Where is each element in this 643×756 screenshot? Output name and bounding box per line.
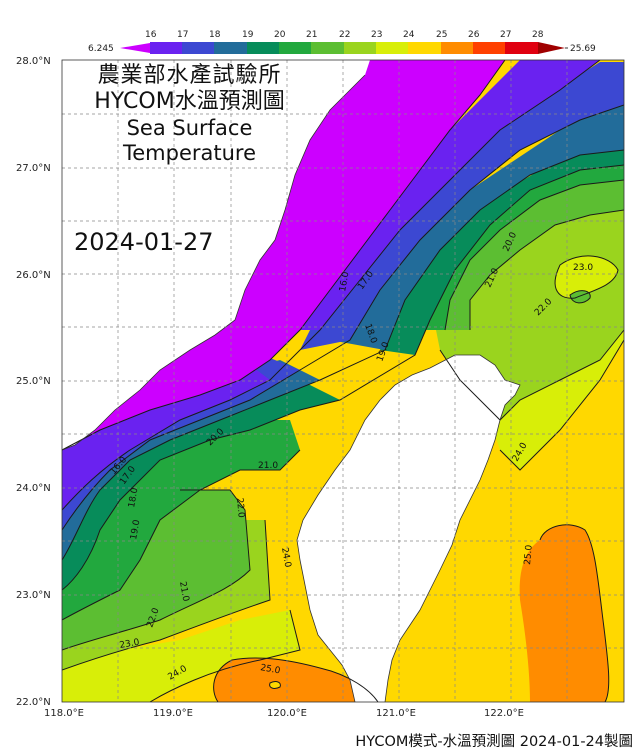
colorbar-tick: 18 [209, 30, 221, 40]
x-tick-label: 120.0°E [267, 708, 307, 719]
y-tick-label: 28.0°N [16, 56, 51, 67]
contour-label: 18.0 [127, 487, 140, 509]
contour-label: 25.0 [259, 663, 281, 676]
contour-label: 25.0 [523, 544, 535, 565]
y-tick-label: 25.0°N [16, 376, 51, 387]
china-coast-land [62, 60, 370, 450]
contour-label: 16.0 [338, 271, 351, 293]
y-tick-label: 22.0°N [16, 697, 51, 708]
colorbar-tick: 16 [145, 30, 157, 40]
graticule [62, 60, 624, 702]
x-tick-label: 119.0°E [153, 708, 193, 719]
colorbar-tick: 28 [532, 30, 544, 40]
colorbar-below-arrow [120, 43, 150, 53]
y-tick-label: 27.0°N [16, 163, 51, 174]
contour-label: 24.0 [279, 547, 292, 569]
footer-caption: HYCOM模式-水溫預測圖 2024-01-24製圖 [355, 734, 633, 750]
y-tick-label: 26.0°N [16, 270, 51, 281]
sst-field: 16.0 17.0 18.0 19.0 20.0 21.0 22.0 23.0 … [62, 60, 624, 702]
title-variable-1: Sea Surface [126, 115, 253, 140]
colorbar-tick: 27 [500, 30, 511, 40]
colorbar-tick: 26 [468, 30, 480, 40]
colorbar: 6.245 25.69 16 17 18 19 20 21 22 23 24 2… [88, 30, 596, 54]
colorbar-tick: 22 [339, 30, 350, 40]
colorbar-tick: 24 [403, 30, 415, 40]
colorbar-max-label: 25.69 [570, 44, 596, 54]
colorbar-tick: 17 [177, 30, 188, 40]
x-tick-label: 122.0°E [484, 708, 524, 719]
map-title: 農業部水產試驗所 HYCOM水溫預測圖 Sea Surface Temperat… [62, 63, 317, 166]
contour-label: 19.0 [129, 519, 142, 541]
taiwan-land [297, 355, 520, 702]
x-tick-label: 121.0°E [376, 708, 416, 719]
colorbar-tick: 21 [306, 30, 317, 40]
y-tick-label: 24.0°N [16, 483, 51, 494]
colorbar-tick: 23 [371, 30, 382, 40]
x-axis: 118.0°E 119.0°E 120.0°E 121.0°E 122.0°E [44, 708, 524, 719]
colorbar-tick: 25 [436, 30, 447, 40]
plot-frame [61, 59, 625, 703]
y-tick-label: 23.0°N [16, 590, 51, 601]
x-tick-label: 118.0°E [44, 708, 84, 719]
contour-label: 23.0 [573, 263, 593, 273]
title-product: HYCOM水溫預測圖 [94, 89, 285, 115]
contour-label: 21.0 [258, 461, 278, 471]
contour-label: 23.0 [119, 638, 141, 651]
colorbar-tick: 20 [274, 30, 286, 40]
contour-label: 22.0 [234, 497, 246, 518]
colorbar-above-arrow [538, 42, 565, 54]
colorbar-tick: 19 [242, 30, 254, 40]
y-axis: 28.0°N 27.0°N 26.0°N 25.0°N 24.0°N 23.0°… [16, 56, 51, 708]
title-agency: 農業部水產試驗所 [97, 63, 282, 88]
title-variable-2: Temperature [122, 140, 257, 165]
forecast-date: 2024-01-27 [74, 228, 214, 256]
colorbar-min-label: 6.245 [88, 44, 114, 54]
coastline [62, 74, 521, 702]
contour-label: 21.0 [177, 581, 190, 603]
